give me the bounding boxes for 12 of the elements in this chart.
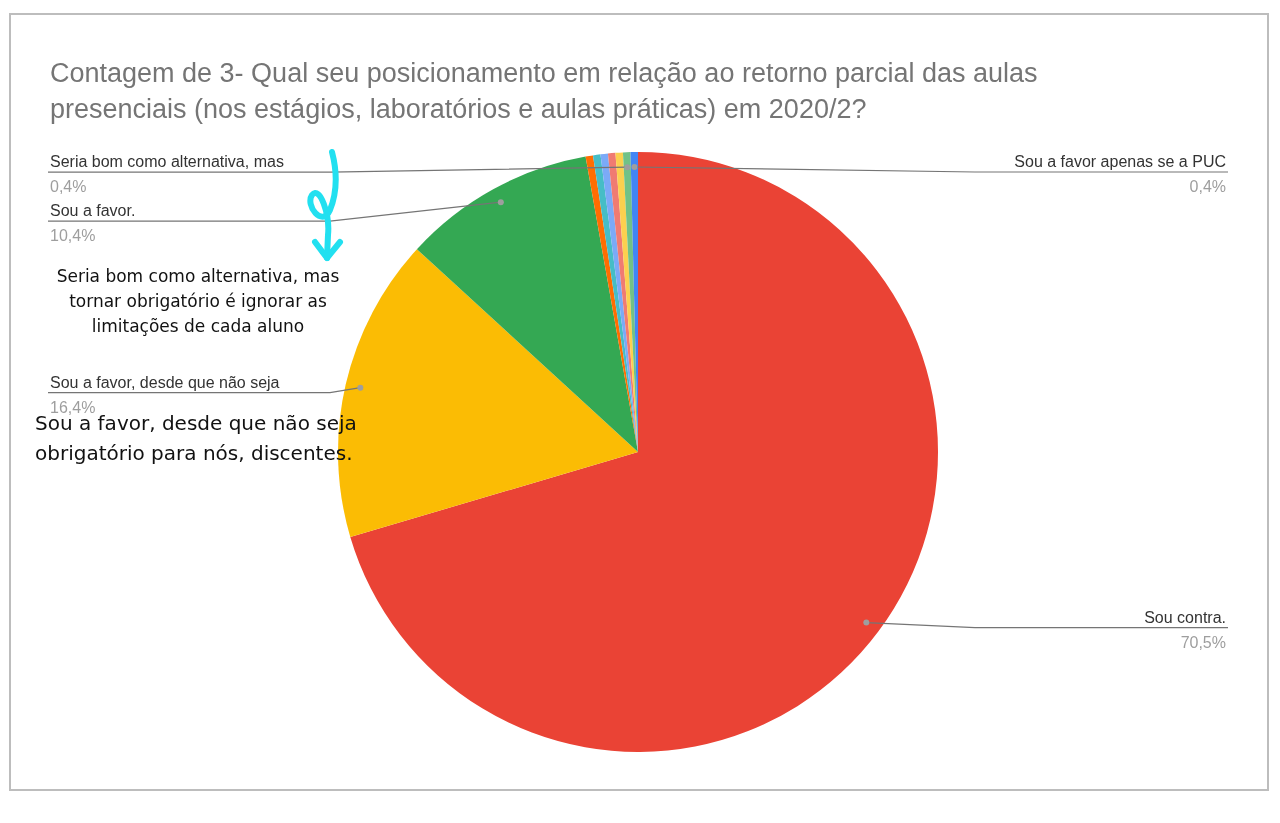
data-label: 0,4% [1189, 178, 1226, 196]
slice-label: Seria bom como alternativa, mas [50, 153, 284, 171]
pie-slice [416, 156, 638, 452]
data-label: 70,5% [1180, 633, 1226, 651]
data-label: 10,4% [50, 227, 96, 245]
slice-label: Sou a favor, desde que não seja [50, 373, 280, 391]
chart-title: Contagem de 3- Qual seu posicionamento em relação ao retorno parcial das aulas presenciais (nos estágios, laboratórios e aulas práticas) em 2020/2? [50, 58, 1038, 124]
text: Seria bom como alternativa, mas tornar obrigatório é ignorar as limitações de cada aluno [56, 266, 340, 336]
slice-label: Sou a favor. [50, 202, 136, 220]
slice-label: Sou contra. [1144, 608, 1226, 626]
data-label: 0,4% [50, 178, 87, 196]
slice-label: Sou a favor apenas se a PUC [1014, 153, 1226, 171]
